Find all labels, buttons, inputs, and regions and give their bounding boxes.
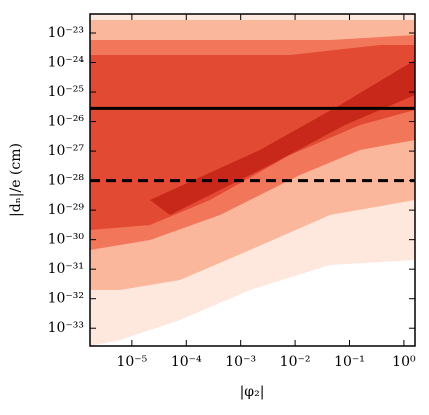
- y-tick-label: 10⁻²⁷: [48, 143, 85, 159]
- x-tick-label: 10⁻¹: [334, 354, 365, 370]
- x-tick-label: 10⁻³: [225, 354, 256, 370]
- y-tick-label: 10⁻²⁵: [48, 84, 85, 100]
- density: [90, 14, 415, 346]
- y-tick-label: 10⁻²⁸: [48, 173, 85, 189]
- y-tick-label: 10⁻³¹: [48, 261, 84, 277]
- y-tick-label: 10⁻³²: [48, 291, 84, 307]
- density-core: [90, 45, 415, 230]
- x-axis-label: |φ₂|: [240, 384, 265, 400]
- x-tick-label: 10⁻⁴: [171, 354, 202, 370]
- y-axis-label: |dₙ|/e (cm): [8, 143, 24, 217]
- y-tick-label: 10⁻²³: [48, 25, 84, 41]
- y-tick-label: 10⁻²⁴: [48, 55, 85, 71]
- y-tick-label: 10⁻³⁰: [48, 232, 85, 248]
- x-tick-label: 10⁻⁵: [116, 354, 147, 370]
- y-tick-label: 10⁻²⁹: [48, 202, 85, 218]
- x-tick-label: 10⁻²: [280, 354, 311, 370]
- y-tick-label: 10⁻³³: [48, 320, 84, 336]
- density-ridge: [150, 60, 415, 215]
- x-tick-label: 10⁰: [392, 354, 416, 370]
- y-tick-label: 10⁻²⁶: [48, 114, 85, 130]
